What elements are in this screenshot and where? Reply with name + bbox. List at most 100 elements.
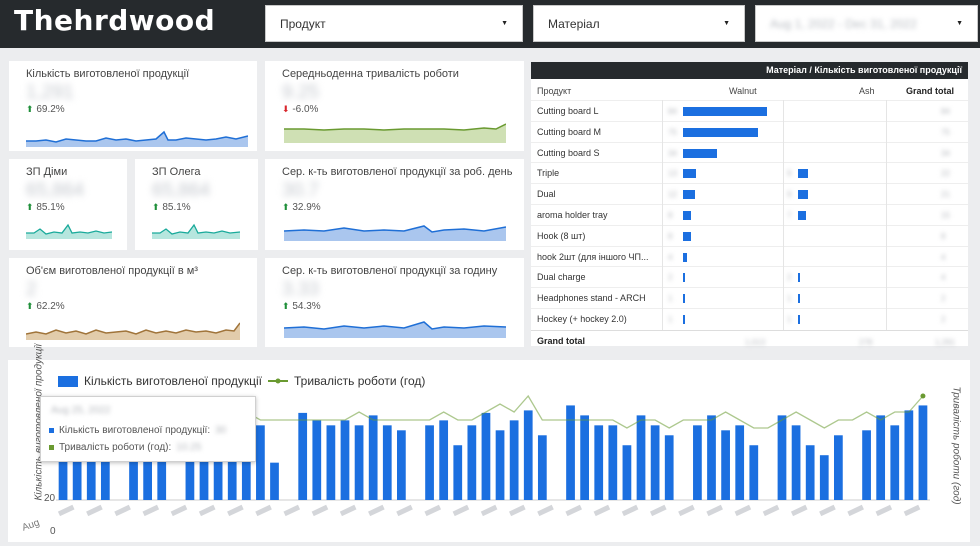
chart-bar[interactable] <box>157 425 167 500</box>
chart-bar[interactable] <box>397 430 406 500</box>
pivot-total-value: 84 <box>941 107 950 116</box>
pivot-row[interactable]: Cutting board L 84 84 <box>531 100 968 121</box>
chart-bar[interactable] <box>312 420 322 500</box>
legend-bar-label[interactable]: Кількість виготовленої продукції <box>84 374 262 388</box>
chart-bar[interactable] <box>834 435 843 500</box>
chart-bar[interactable] <box>326 425 336 500</box>
pivot-row[interactable]: Cutting board S 34 34 <box>531 141 968 163</box>
pivot-row[interactable]: Dual 12 9 21 <box>531 183 968 204</box>
chart-bar[interactable] <box>805 445 815 500</box>
chart-bar[interactable] <box>425 425 434 500</box>
chart-tooltip: Aug 25, 2022 Кількість виготовленої прод… <box>40 396 256 462</box>
pivot-row[interactable]: Dual charge 2 2 4 <box>531 266 968 287</box>
chart-bar[interactable] <box>58 425 68 500</box>
kpi-delta: ⬆ 54.3% <box>282 301 321 312</box>
chart-bar[interactable] <box>523 410 533 500</box>
grand-walnut-value: 1,013 <box>745 338 766 347</box>
pivot-walnut-value: 1 <box>668 294 673 304</box>
product-filter-dropdown[interactable]: Продукт ▼ <box>265 5 523 42</box>
column-header-walnut[interactable]: Walnut <box>729 86 757 96</box>
pivot-row-product: Cutting board S <box>537 147 600 158</box>
arrow-up-icon: ⬆ <box>282 301 290 311</box>
material-filter-dropdown[interactable]: Матеріал ▼ <box>533 5 745 42</box>
chart-bar[interactable] <box>86 425 96 500</box>
chart-bar[interactable] <box>594 425 604 500</box>
chart-bar[interactable] <box>876 415 886 500</box>
chart-bar[interactable] <box>664 435 674 500</box>
chart-bar[interactable] <box>453 445 463 500</box>
chart-bar[interactable] <box>890 425 900 500</box>
chart-bar[interactable] <box>721 430 730 500</box>
chart-bar[interactable] <box>270 462 279 500</box>
chart-bar[interactable] <box>918 405 928 500</box>
chart-bar[interactable] <box>608 425 618 500</box>
chart-bar[interactable] <box>340 420 350 500</box>
chart-bar[interactable] <box>199 425 209 500</box>
chart-bar[interactable] <box>580 415 589 500</box>
chart-bar[interactable] <box>185 425 195 500</box>
chart-bar[interactable] <box>495 430 505 500</box>
x-tick-label <box>649 504 667 517</box>
pivot-row[interactable]: Headphones stand - ARCH 1 1 2 <box>531 287 968 308</box>
chart-bar[interactable] <box>537 435 547 500</box>
chart-bar[interactable] <box>707 415 716 500</box>
column-header-product[interactable]: Продукт <box>537 86 572 96</box>
pivot-row[interactable]: Hockey (+ hockey 2.0) 1 1 2 <box>531 308 968 329</box>
pivot-row[interactable]: aroma holder tray 8 7 15 <box>531 204 968 225</box>
x-tick-label <box>875 504 893 517</box>
chart-bar[interactable] <box>143 425 152 500</box>
chart-bar[interactable] <box>439 420 449 500</box>
chart-bar[interactable] <box>509 420 519 500</box>
column-header-grand-total[interactable]: Grand total <box>906 86 955 96</box>
pivot-total-value: 15 <box>941 211 950 220</box>
arrow-down-icon: ⬇ <box>282 104 290 114</box>
pivot-row[interactable]: Cutting board M 75 75 <box>531 120 968 142</box>
chart-bar[interactable] <box>749 445 759 500</box>
chart-bar[interactable] <box>819 455 829 500</box>
pivot-walnut-bar <box>683 315 685 324</box>
chart-bar[interactable] <box>791 425 801 500</box>
chart-bar[interactable] <box>382 425 392 500</box>
chart-bar[interactable] <box>636 415 646 500</box>
date-range-picker[interactable]: Aug 1, 2022 - Dec 31, 2022 ▼ <box>755 5 978 42</box>
pivot-walnut-bar <box>683 273 685 283</box>
chart-line-point[interactable] <box>920 393 926 399</box>
chart-bar[interactable] <box>298 412 308 500</box>
chart-bar[interactable] <box>862 430 871 500</box>
chart-bar[interactable] <box>693 425 702 500</box>
chart-bar[interactable] <box>467 425 477 500</box>
legend-line-label[interactable]: Тривалість роботи (год) <box>294 374 426 388</box>
column-header-ash[interactable]: Ash <box>859 86 875 96</box>
kpi-value: 30.7 <box>282 180 319 201</box>
kpi-card-per-hour: Сер. к-ть виготовленої продукції за годи… <box>265 258 524 347</box>
grand-total-value: 1,291 <box>935 338 956 347</box>
chart-bar[interactable] <box>213 455 223 500</box>
chart-bar[interactable] <box>129 425 138 500</box>
chart-bar[interactable] <box>256 425 265 500</box>
chart-bar[interactable] <box>100 425 110 500</box>
pivot-row[interactable]: Hook (8 шт) 8 8 <box>531 224 968 246</box>
pivot-row[interactable]: hook 2шт (для іншого ЧП... 4 4 <box>531 245 968 267</box>
x-tick-label <box>706 504 723 517</box>
chart-bar[interactable] <box>777 415 787 500</box>
chart-bar[interactable] <box>735 425 745 500</box>
pivot-row-product: Hook (8 шт) <box>537 230 586 241</box>
chart-bar[interactable] <box>481 412 491 500</box>
kpi-value: 65,864 <box>26 180 85 201</box>
chart-bar[interactable] <box>354 425 364 500</box>
chart-bar[interactable] <box>72 425 82 500</box>
x-tick-label <box>593 504 611 517</box>
kpi-delta: ⬆ 62.2% <box>26 301 65 312</box>
chart-bar[interactable] <box>566 405 575 500</box>
kpi-title: Сер. к-ть виготовленої продукції за роб.… <box>282 166 513 178</box>
chart-bar[interactable] <box>622 445 632 500</box>
chart-bar[interactable] <box>904 410 914 500</box>
material-filter-label: Матеріал <box>548 16 600 31</box>
grand-total-label: Grand total <box>537 336 586 346</box>
pivot-row[interactable]: Triple 13 9 22 <box>531 162 968 183</box>
chart-legend: Кількість виготовленої продукції Тривалі… <box>58 374 425 388</box>
chart-bar[interactable] <box>241 445 251 500</box>
x-tick-label <box>537 504 554 517</box>
chart-bar[interactable] <box>650 425 660 500</box>
chart-bar[interactable] <box>368 415 378 500</box>
